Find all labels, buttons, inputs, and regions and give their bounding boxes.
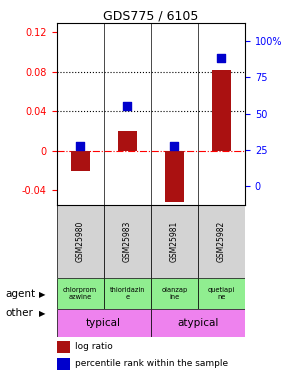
Text: typical: typical <box>86 318 121 328</box>
Text: agent: agent <box>6 290 36 299</box>
Text: quetiapi
ne: quetiapi ne <box>208 286 235 300</box>
Text: GSM25981: GSM25981 <box>170 220 179 262</box>
Bar <box>57 205 104 278</box>
Bar <box>57 309 151 338</box>
Bar <box>151 205 198 278</box>
Bar <box>165 150 184 202</box>
Bar <box>104 205 151 278</box>
Text: log ratio: log ratio <box>75 342 113 351</box>
Bar <box>57 341 70 352</box>
Bar <box>71 150 90 171</box>
Text: GSM25980: GSM25980 <box>76 220 85 262</box>
Text: thioridazin
e: thioridazin e <box>110 286 145 300</box>
Bar <box>151 278 198 309</box>
Bar <box>104 278 151 309</box>
Point <box>219 55 224 61</box>
Text: GSM25982: GSM25982 <box>217 220 226 262</box>
Text: other: other <box>6 308 34 318</box>
Text: GSM25983: GSM25983 <box>123 220 132 262</box>
Text: ▶: ▶ <box>39 309 45 318</box>
Point <box>78 142 82 148</box>
Point <box>172 142 177 148</box>
Text: chlorprom
azwine: chlorprom azwine <box>63 286 97 300</box>
Bar <box>198 278 245 309</box>
Bar <box>151 309 245 338</box>
Text: percentile rank within the sample: percentile rank within the sample <box>75 359 229 368</box>
Text: olanzap
ine: olanzap ine <box>161 286 188 300</box>
Text: atypical: atypical <box>177 318 219 328</box>
Bar <box>198 205 245 278</box>
Bar <box>57 278 104 309</box>
Bar <box>57 358 70 369</box>
Bar <box>118 131 137 150</box>
Point <box>125 103 130 109</box>
Text: ▶: ▶ <box>39 290 45 299</box>
Bar <box>212 70 231 150</box>
Title: GDS775 / 6105: GDS775 / 6105 <box>103 9 198 22</box>
